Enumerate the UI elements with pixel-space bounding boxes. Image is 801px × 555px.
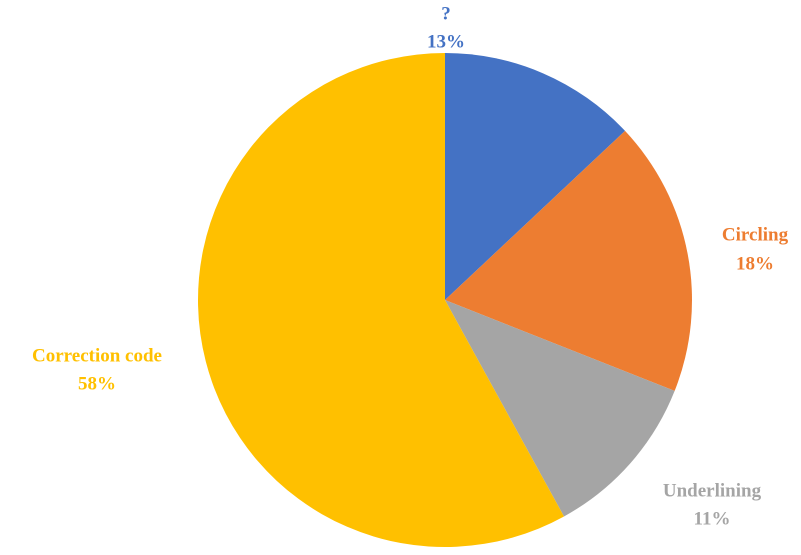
- value-label: 13%: [427, 31, 465, 52]
- value-label: 58%: [78, 373, 116, 394]
- value-label: 18%: [736, 253, 774, 274]
- pie-slice: [445, 53, 626, 300]
- slice-label: Correction code: [32, 345, 162, 366]
- pie-slice: [445, 130, 692, 391]
- value-label: 11%: [694, 508, 731, 529]
- slice-label: ?: [441, 3, 451, 24]
- slice-label: Underlining: [663, 480, 762, 501]
- pie-slice: [197, 53, 564, 547]
- pie-slice: [445, 300, 675, 517]
- slice-label: Circling: [722, 224, 789, 245]
